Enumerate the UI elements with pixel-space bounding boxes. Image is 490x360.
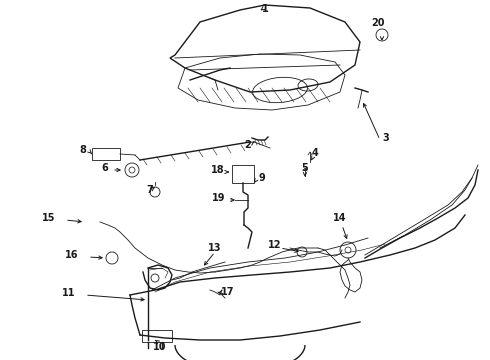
- Text: 17: 17: [221, 287, 235, 297]
- Text: 19: 19: [212, 193, 225, 203]
- Text: 14: 14: [333, 213, 347, 223]
- Text: 18: 18: [211, 165, 225, 175]
- Text: 12: 12: [268, 240, 282, 250]
- Bar: [92, 148, 120, 160]
- Text: 16: 16: [65, 250, 78, 260]
- Text: 3: 3: [382, 133, 389, 143]
- Text: 13: 13: [208, 243, 222, 253]
- Text: 7: 7: [147, 185, 153, 195]
- Text: 5: 5: [302, 163, 308, 173]
- Text: 4: 4: [312, 148, 318, 158]
- Text: 11: 11: [62, 288, 75, 298]
- Text: 9: 9: [258, 173, 265, 183]
- Text: 15: 15: [42, 213, 55, 223]
- Text: 6: 6: [101, 163, 108, 173]
- Bar: [232, 165, 254, 183]
- Text: 10: 10: [153, 342, 167, 352]
- Text: 2: 2: [245, 140, 251, 150]
- Text: 20: 20: [371, 18, 385, 28]
- Bar: [142, 330, 172, 342]
- Text: 8: 8: [79, 145, 86, 155]
- Text: 1: 1: [262, 4, 269, 14]
